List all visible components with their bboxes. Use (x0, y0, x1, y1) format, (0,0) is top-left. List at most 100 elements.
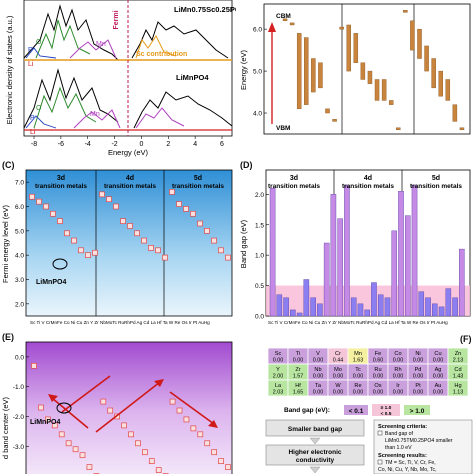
d-bar (425, 297, 431, 317)
c-annot: LiMnPO4 (36, 279, 66, 286)
f-results-bullet (377, 459, 383, 465)
c-point (64, 230, 70, 237)
c-point (162, 254, 168, 261)
c-point (169, 189, 175, 195)
f-legend-box-1 (344, 405, 368, 415)
d-bar (344, 185, 350, 317)
c-point (106, 196, 112, 203)
panel-d-label: (D) (240, 160, 253, 170)
d-bar (323, 242, 330, 317)
f-cell-value: 0.00 (313, 358, 324, 364)
b-bar (367, 70, 373, 84)
c-group-5d: 5d (194, 175, 202, 182)
d-bar (459, 248, 465, 317)
panel-c-label: (C) (2, 160, 15, 170)
b-bar (339, 26, 344, 30)
f-legend-mid: ≥ 1.0 (381, 405, 392, 411)
e-point (121, 422, 127, 429)
f-cell-element: Nb (314, 367, 321, 373)
f-cell-value: 2.00 (273, 374, 284, 380)
f-results-l1: TM = Sc, Ti, V, Cr, Fe, (385, 460, 436, 466)
d-group-4d-sub: transition metals (342, 183, 394, 190)
f-criteria-bullet (377, 430, 383, 436)
legend-o-bottom: O (36, 105, 42, 112)
panel-d-bars (269, 185, 465, 317)
f-cell-element: Cu (434, 351, 441, 357)
cbm-label: CBM (276, 13, 291, 20)
c-ytick-label: 3.0 (15, 277, 24, 284)
e-point (79, 452, 86, 459)
d-bar (377, 294, 384, 317)
d-bar (290, 309, 296, 317)
f-cell-element: Ti (296, 351, 300, 357)
panel-f-label: (F) (460, 334, 472, 344)
a-xtick-label: -8 (31, 141, 37, 148)
c-ytick-label: 5.0 (15, 228, 24, 235)
c-group-4d: 4d (126, 175, 134, 182)
e-limnpo4-circle (56, 402, 72, 414)
f-table: Sc0.00Ti0.00V0.00Cr0.44Mn1.63Fe0.60Co0.0… (267, 347, 469, 397)
e-point (183, 416, 190, 423)
e-point (72, 446, 79, 453)
d-group-3d-sub: transition metals (268, 183, 320, 190)
d-bar (357, 303, 364, 317)
c-point (176, 201, 182, 207)
e-point (86, 464, 93, 470)
vbm-label: VBM (276, 125, 290, 132)
e-point (225, 464, 231, 470)
e-point (58, 431, 65, 438)
f-step-1 (265, 419, 365, 437)
f-cell-element: Ta (315, 383, 322, 389)
panel-e-dband: (E) LiMnPO4 -4.0-3.0-2.0-1.00.0 d band c… (1, 332, 233, 474)
panel-d-ylabel: Band gap (eV) (239, 219, 248, 268)
a-xtick-label: 0 (139, 141, 143, 148)
f-cell-value: 0.00 (393, 374, 404, 380)
b-bar (289, 22, 295, 26)
c-point (225, 254, 231, 261)
e-ytick-label: -2.0 (13, 414, 25, 421)
f-cell-value: 0.00 (393, 390, 404, 396)
c-limnpo4-circle (52, 258, 68, 270)
b-bar (424, 45, 429, 72)
c-point (36, 198, 42, 205)
c-point (190, 210, 196, 217)
b-bar (296, 33, 302, 110)
f-cell-element: Ir (396, 383, 400, 389)
c-point (183, 206, 189, 212)
b-bar (431, 58, 436, 89)
f-cell-value: 1.57 (293, 374, 304, 380)
d-bar (371, 282, 377, 317)
c-point (50, 210, 56, 217)
b-bar (374, 79, 380, 101)
d-group-3d: 3d (290, 175, 298, 182)
f-step-2-line1: Higher electronic (288, 449, 341, 456)
d-ytick-label: 1.5 (255, 222, 264, 229)
f-criteria-l1: Band gap of (385, 431, 414, 437)
f-cell-value: 1.43 (453, 374, 464, 380)
b-ytick-label: 5.0 (253, 69, 262, 76)
legend-li-bottom: Li (30, 129, 36, 136)
cbm-arrowhead (268, 22, 276, 32)
c-point (155, 247, 161, 254)
legend-p-bottom: P (30, 115, 35, 122)
e-point (155, 467, 162, 473)
f-cell-element: Fe (375, 351, 382, 357)
b-bar (318, 62, 323, 89)
e-arrowhead-3 (154, 379, 164, 387)
panel-f-screening: (F) Sc0.00Ti0.00V0.00Cr0.44Mn1.63Fe0.60C… (265, 334, 473, 474)
bottom-o-dos (33, 86, 97, 129)
bottom-p-dos (25, 115, 57, 129)
b-bar (459, 127, 465, 131)
e-arrow-3 (95, 381, 161, 433)
a-xtick-label: -2 (111, 141, 117, 148)
panel-d-bandgap: (D) 3d transition metals 4d transition m… (239, 160, 471, 325)
fermi-label: Fermi (113, 10, 120, 29)
f-cell-element: Sc (275, 351, 282, 357)
d-bar (303, 279, 310, 317)
f-cell-value: 0.00 (393, 358, 404, 364)
a-xtick-label: -4 (85, 141, 91, 148)
panel-c-fermi: (C) 3d transition metals 4d transition m… (1, 160, 233, 325)
d-bar (283, 297, 289, 317)
c-point (134, 230, 140, 237)
f-arrow-2 (309, 466, 321, 474)
